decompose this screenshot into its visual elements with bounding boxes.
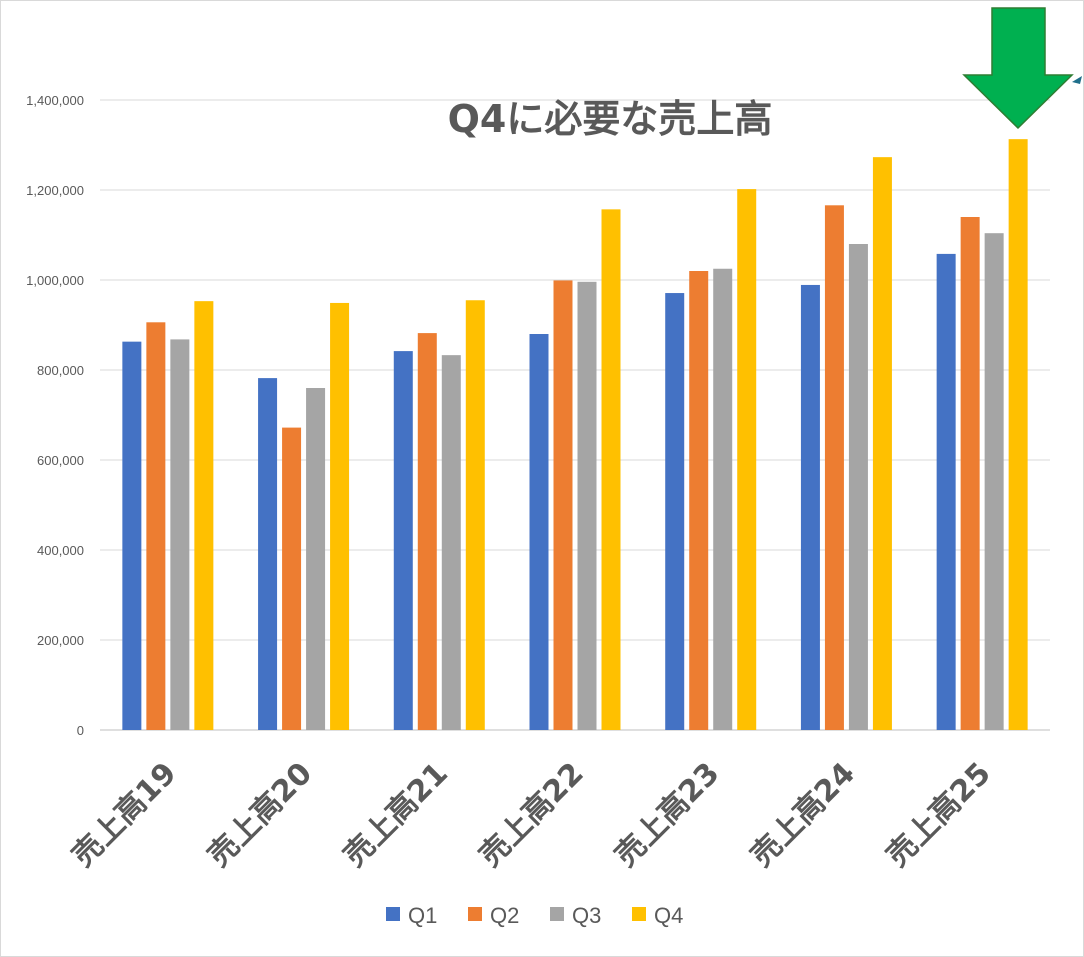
y-tick-label: 200,000 xyxy=(37,633,84,648)
gridlines xyxy=(100,99,1050,731)
bar-q4-7 xyxy=(1008,139,1028,730)
bar-q1-1 xyxy=(122,341,142,730)
bar-q1-3 xyxy=(393,351,413,730)
legend-swatch-q3 xyxy=(550,907,564,921)
y-tick-label: 800,000 xyxy=(37,363,84,378)
legend: Q1 Q2 Q3 Q4 xyxy=(386,903,683,928)
bar-q3-3 xyxy=(441,355,461,730)
bar-q2-5 xyxy=(689,271,709,730)
bar-q1-2 xyxy=(258,378,278,730)
legend-swatch-q2 xyxy=(468,907,482,921)
x-axis-ticks: 売上高19 売上高20 売上高21 売上高22 売上高23 売上高24 売上高25 xyxy=(66,756,998,874)
bar-q3-1 xyxy=(170,339,190,730)
bar-q3-5 xyxy=(713,268,733,730)
bar-q4-2 xyxy=(330,302,350,730)
x-tick-label: 売上高24 xyxy=(744,756,862,874)
legend-swatch-q4 xyxy=(632,907,646,921)
annotation-arrow xyxy=(962,7,1082,130)
bar-q2-7 xyxy=(960,217,980,730)
bar-q1-5 xyxy=(665,293,685,730)
x-tick-label: 売上高21 xyxy=(337,756,455,874)
x-tick-label: 売上高19 xyxy=(66,756,184,874)
bar-q2-1 xyxy=(146,322,166,730)
bar-q1-6 xyxy=(800,284,820,730)
y-tick-label: 1,000,000 xyxy=(26,273,84,288)
down-arrow-icon xyxy=(962,7,1074,130)
bar-q1-4 xyxy=(529,334,549,730)
bar-q2-6 xyxy=(824,205,844,731)
bar-q1-7 xyxy=(936,253,956,730)
y-tick-label: 600,000 xyxy=(37,453,84,468)
bar-q2-3 xyxy=(417,333,437,730)
bar-q2-2 xyxy=(282,427,302,730)
bar-q4-4 xyxy=(601,209,621,731)
y-tick-label: 1,200,000 xyxy=(26,183,84,198)
y-tick-label: 400,000 xyxy=(37,543,84,558)
bar-q4-1 xyxy=(194,301,214,730)
legend-swatch-q1 xyxy=(386,907,400,921)
bar-q3-6 xyxy=(848,244,868,730)
bar-q3-7 xyxy=(984,233,1004,730)
x-tick-label: 売上高23 xyxy=(608,756,726,874)
bars xyxy=(122,139,1028,731)
y-axis-ticks: 0 200,000 400,000 600,000 800,000 1,000,000 1,… xyxy=(26,93,84,738)
x-tick-label: 売上高22 xyxy=(473,756,591,874)
y-tick-label: 1,400,000 xyxy=(26,93,84,108)
bar-q4-3 xyxy=(465,300,485,730)
bar-q2-4 xyxy=(553,280,573,730)
bar-q4-6 xyxy=(872,157,892,730)
legend-label-q3: Q3 xyxy=(572,903,601,928)
bar-q3-4 xyxy=(577,281,597,730)
bar-q4-5 xyxy=(737,189,757,731)
arrow-corner-mark xyxy=(1072,76,1082,84)
x-tick-label: 売上高25 xyxy=(880,756,998,874)
bar-q3-2 xyxy=(306,388,326,730)
legend-label-q4: Q4 xyxy=(654,903,683,928)
chart-title: Q4に必要な売上高 xyxy=(448,97,773,141)
x-tick-label: 売上高20 xyxy=(201,756,319,874)
y-tick-label: 0 xyxy=(77,723,84,738)
legend-label-q1: Q1 xyxy=(408,903,437,928)
legend-label-q2: Q2 xyxy=(490,903,519,928)
